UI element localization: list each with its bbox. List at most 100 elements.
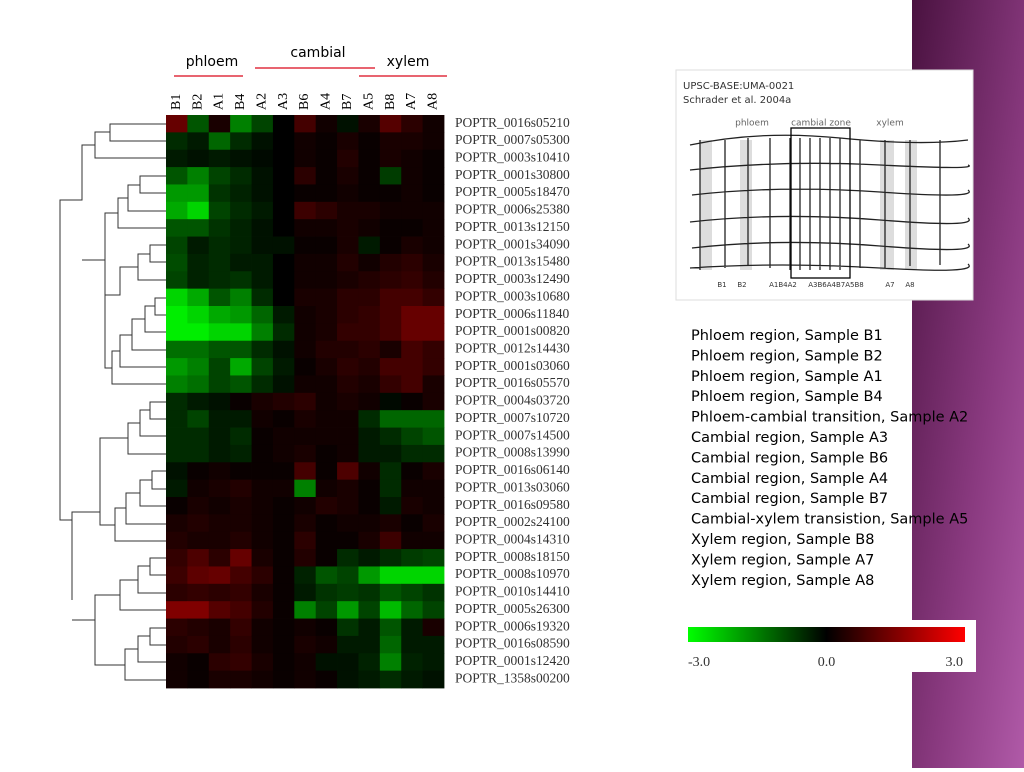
heat-cell	[315, 184, 338, 203]
heat-cell	[166, 236, 188, 255]
heat-cell	[401, 653, 424, 672]
heat-cell	[337, 601, 359, 619]
heat-cell	[208, 531, 231, 550]
heat-cell	[422, 236, 445, 255]
heat-cell	[422, 635, 445, 654]
heat-cell	[337, 514, 359, 533]
heat-cell	[230, 236, 252, 255]
heat-cell	[187, 497, 210, 515]
heat-cell	[379, 601, 402, 619]
heat-cell	[337, 201, 359, 220]
heat-cell	[251, 670, 274, 689]
heat-cell	[422, 358, 445, 376]
heat-cell	[401, 462, 424, 481]
heat-cell	[337, 375, 359, 394]
row-label: POPTR_0008s18150	[455, 549, 570, 564]
heat-cell	[379, 184, 402, 203]
heat-cell	[358, 583, 381, 602]
heat-cell	[294, 497, 317, 515]
column-label: A2	[254, 93, 269, 110]
sample-description: Phloem region, Sample A1	[691, 369, 883, 385]
heat-cell	[315, 635, 338, 654]
heat-cell	[272, 549, 295, 567]
heat-cell	[208, 149, 231, 168]
heat-cell	[230, 653, 252, 672]
heat-cell	[294, 618, 317, 637]
heat-cell	[337, 427, 359, 446]
heat-cell	[358, 323, 381, 342]
inset-sample: B2	[737, 281, 746, 289]
heat-cell	[379, 149, 402, 168]
heat-cell	[230, 219, 252, 237]
heat-cell	[272, 618, 295, 637]
heat-cell	[272, 149, 295, 168]
heat-cell	[272, 184, 295, 203]
heat-cell	[401, 566, 424, 585]
heat-cell	[166, 392, 188, 411]
heat-cell	[272, 288, 295, 307]
heat-cell	[208, 219, 231, 237]
heat-cell	[379, 514, 402, 533]
heat-cell	[251, 410, 274, 428]
heat-cell	[422, 184, 445, 203]
heat-cell	[272, 479, 295, 498]
sample-description: Cambial-xylem transistion, Sample A5	[691, 512, 968, 528]
heat-cell	[379, 201, 402, 220]
heat-cell	[379, 271, 402, 290]
heat-cell	[401, 201, 424, 220]
heat-cell	[272, 201, 295, 220]
heat-cell	[187, 479, 210, 498]
heat-cell	[315, 462, 338, 481]
heat-cell	[358, 184, 381, 203]
heat-cell	[337, 306, 359, 324]
heat-cell	[337, 167, 359, 185]
heat-cell	[294, 253, 317, 272]
heat-cell	[251, 149, 274, 168]
heat-cell	[187, 271, 210, 290]
column-label: A3	[276, 93, 291, 110]
heat-cell	[379, 253, 402, 272]
heat-cell	[294, 149, 317, 168]
heat-cell	[337, 653, 359, 672]
heat-cell	[401, 583, 424, 602]
heat-cell	[272, 497, 295, 515]
heat-cell	[315, 271, 338, 290]
sample-description: Cambial region, Sample A4	[691, 471, 888, 487]
heat-cell	[272, 531, 295, 550]
heat-cell	[166, 635, 188, 654]
heat-cell	[315, 410, 338, 428]
heat-cell	[315, 601, 338, 619]
heat-cell	[337, 392, 359, 411]
heat-cell	[230, 549, 252, 567]
row-label: POPTR_0007s10720	[455, 410, 570, 425]
heat-cell	[401, 444, 424, 463]
heat-cell	[166, 514, 188, 533]
heat-cell	[208, 271, 231, 290]
heat-cell	[422, 323, 445, 342]
heat-cell	[337, 497, 359, 515]
heat-cell	[272, 375, 295, 394]
heat-cell	[187, 392, 210, 411]
heat-cell	[230, 583, 252, 602]
heat-cell	[251, 444, 274, 463]
heat-cell	[251, 479, 274, 498]
row-label: POPTR_0004s03720	[455, 393, 570, 408]
heat-cell	[251, 219, 274, 237]
heat-cell	[166, 323, 188, 342]
heat-cell	[337, 566, 359, 585]
heat-cell	[379, 531, 402, 550]
heat-cell	[315, 583, 338, 602]
heat-cell	[294, 271, 317, 290]
heat-cell	[379, 497, 402, 515]
heat-cell	[422, 306, 445, 324]
row-label: POPTR_0004s14310	[455, 532, 570, 547]
heat-cell	[251, 514, 274, 533]
heat-cell	[251, 427, 274, 446]
row-label: POPTR_0007s05300	[455, 132, 570, 147]
heat-cell	[401, 167, 424, 185]
column-label: A7	[404, 93, 419, 110]
column-label: B8	[383, 94, 398, 110]
row-label: POPTR_0005s26300	[455, 601, 570, 616]
heat-cell	[251, 236, 274, 255]
heat-cell	[358, 479, 381, 498]
